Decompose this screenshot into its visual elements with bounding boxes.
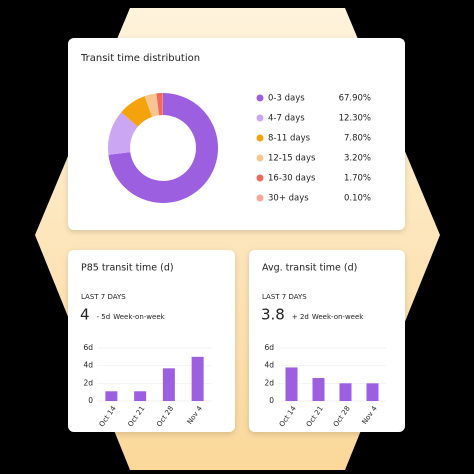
y-tick-label: 6d <box>83 343 93 352</box>
bar <box>162 368 175 401</box>
donut-segment <box>156 93 163 116</box>
bar <box>105 391 118 401</box>
y-tick-label: 2d <box>264 378 274 387</box>
delta: - 5d <box>97 313 111 321</box>
bar <box>285 367 298 401</box>
legend-value: 3.20% <box>344 154 371 164</box>
legend-label: 0-3 days <box>268 94 305 104</box>
bar <box>312 378 325 401</box>
legend-dot <box>256 94 264 102</box>
y-tick-label: 0 <box>88 396 93 405</box>
delta-note: Week-on-week <box>113 313 165 321</box>
y-tick-label: 4d <box>83 361 93 370</box>
card-title: Avg. transit time (d) <box>262 263 357 274</box>
delta: + 2d <box>292 313 309 321</box>
headline-value: 3.8 <box>261 306 285 324</box>
period-label: LAST 7 DAYS <box>262 293 307 301</box>
donut-segment <box>121 96 153 127</box>
legend-dot <box>256 114 264 122</box>
legend-value: 67.90% <box>339 94 371 104</box>
card <box>68 250 235 432</box>
y-tick-label: 2d <box>83 378 93 387</box>
legend-dot <box>256 174 264 182</box>
period-label: LAST 7 DAYS <box>81 293 126 301</box>
legend-dot <box>256 194 264 202</box>
y-tick-label: 6d <box>264 343 274 352</box>
y-tick-label: 4d <box>264 361 274 370</box>
bar <box>339 383 352 401</box>
legend-label: 16-30 days <box>268 174 316 184</box>
legend-value: 1.70% <box>344 174 371 184</box>
donut-segment <box>108 112 138 155</box>
bar <box>366 383 379 401</box>
headline-value: 4 <box>80 306 90 324</box>
bar <box>134 391 147 401</box>
bar <box>191 356 204 401</box>
legend-value: 7.80% <box>344 134 371 144</box>
legend-label: 12-15 days <box>268 154 316 164</box>
donut-segment <box>144 93 159 117</box>
card-title: P85 transit time (d) <box>81 263 174 274</box>
legend-value: 12.30% <box>339 114 371 124</box>
y-tick-label: 0 <box>269 396 274 405</box>
legend-label: 4-7 days <box>268 114 305 124</box>
legend-dot <box>256 134 264 142</box>
legend-label: 8-11 days <box>268 134 311 144</box>
card-title: Transit time distribution <box>80 53 200 64</box>
legend-dot <box>256 154 264 162</box>
donut-segment <box>108 93 218 204</box>
legend-label: 30+ days <box>268 194 309 204</box>
delta-note: Week-on-week <box>312 313 364 321</box>
legend-value: 0.10% <box>344 194 371 204</box>
